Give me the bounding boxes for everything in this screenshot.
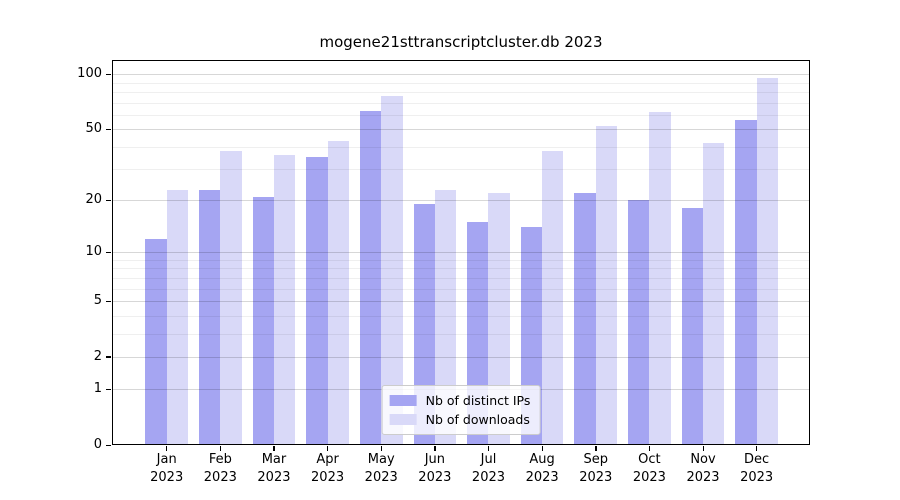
y-tick-mark bbox=[106, 73, 111, 75]
x-tick-label: Jun 2023 bbox=[418, 452, 452, 485]
legend-label-distinct-ips: Nb of distinct IPs bbox=[425, 393, 531, 408]
x-tick-label: Aug 2023 bbox=[525, 452, 559, 485]
x-tick-mark bbox=[487, 446, 490, 451]
y-tick-mark bbox=[106, 199, 111, 202]
y-tick-mark bbox=[106, 356, 111, 358]
x-tick-label: Sep 2023 bbox=[579, 452, 613, 485]
x-tick-label: Jul 2023 bbox=[471, 452, 506, 485]
bar-downloads-jun bbox=[434, 189, 457, 445]
y-tick-mark bbox=[106, 128, 111, 130]
x-tick-label: May 2023 bbox=[364, 452, 398, 485]
y-tick-mark bbox=[106, 388, 111, 391]
gridline-major bbox=[112, 252, 810, 254]
bar-distinct-ips-sep bbox=[574, 193, 596, 445]
bar-downloads-sep bbox=[595, 126, 618, 445]
x-tick-mark bbox=[166, 446, 168, 451]
y-tick-label: 20 bbox=[85, 192, 102, 208]
legend-label-downloads: Nb of downloads bbox=[425, 412, 530, 427]
gridline-minor bbox=[112, 102, 810, 104]
gridline-minor bbox=[112, 260, 810, 261]
legend-row-distinct-ips: Nb of distinct IPs bbox=[389, 391, 531, 410]
legend: Nb of distinct IPs Nb of downloads bbox=[381, 385, 541, 435]
bar-distinct-ips-apr bbox=[306, 157, 328, 445]
bar-downloads-jan bbox=[166, 189, 188, 445]
gridline-minor bbox=[112, 315, 810, 317]
x-tick-mark bbox=[595, 446, 597, 451]
bar-distinct-ips-jun bbox=[413, 204, 435, 445]
x-tick-label: Jan 2023 bbox=[150, 452, 184, 485]
gridline-minor bbox=[112, 288, 810, 290]
x-tick-label: Oct 2023 bbox=[632, 452, 666, 485]
gridline-minor bbox=[112, 333, 810, 335]
bar-distinct-ips-nov bbox=[681, 208, 703, 445]
legend-row-downloads: Nb of downloads bbox=[389, 410, 531, 429]
gridline-minor bbox=[112, 82, 810, 84]
legend-swatch-downloads bbox=[389, 414, 417, 425]
y-tick-label: 1 bbox=[93, 381, 102, 397]
x-tick-mark bbox=[380, 446, 383, 451]
y-tick-mark bbox=[106, 300, 111, 302]
bar-distinct-ips-jan bbox=[145, 238, 167, 445]
bar-downloads-apr bbox=[327, 140, 349, 445]
bar-downloads-oct bbox=[649, 112, 671, 445]
x-tick-mark bbox=[702, 446, 704, 451]
x-tick-label: Dec 2023 bbox=[740, 452, 774, 485]
gridline-minor bbox=[112, 169, 810, 171]
bar-downloads-feb bbox=[220, 150, 242, 445]
x-tick-mark bbox=[273, 446, 275, 451]
bar-downloads-mar bbox=[273, 154, 296, 445]
gridline-minor bbox=[112, 91, 810, 93]
y-tick-label: 5 bbox=[93, 293, 102, 309]
gridline-minor bbox=[112, 277, 810, 279]
y-tick-mark bbox=[106, 251, 111, 254]
legend-swatch-distinct-ips bbox=[389, 395, 417, 406]
x-tick-mark bbox=[756, 446, 758, 451]
bar-downloads-may bbox=[381, 96, 403, 445]
gridline-major bbox=[112, 129, 810, 131]
y-tick-mark bbox=[106, 444, 111, 446]
y-tick-label: 100 bbox=[77, 66, 102, 82]
y-tick-label: 0 bbox=[93, 437, 102, 452]
gridline-major bbox=[112, 356, 810, 358]
x-tick-mark bbox=[327, 446, 329, 451]
y-tick-label: 50 bbox=[85, 121, 102, 137]
plot-area: 0 1 2 5 10 20 50 100 Jan 2023 Feb 2023 Mar 2023 Apr 202… bbox=[77, 60, 810, 485]
chart-title: mogene21sttranscriptcluster.db 2023 bbox=[319, 33, 603, 51]
bar-downloads-nov bbox=[703, 142, 725, 445]
x-tick-label: Nov 2023 bbox=[686, 452, 720, 485]
bar-distinct-ips-dec bbox=[735, 120, 757, 445]
x-tick-mark bbox=[648, 446, 651, 451]
x-tick-mark bbox=[434, 446, 436, 451]
bar-distinct-ips-may bbox=[359, 110, 382, 445]
gridline-major bbox=[112, 200, 810, 202]
x-tick-mark bbox=[541, 446, 543, 451]
gridline-minor bbox=[112, 114, 810, 116]
bar-distinct-ips-feb bbox=[199, 189, 221, 445]
x-tick-mark bbox=[219, 446, 222, 451]
x-tick-label: Feb 2023 bbox=[203, 452, 237, 485]
y-tick-label: 10 bbox=[85, 244, 102, 260]
bar-distinct-ips-oct bbox=[628, 200, 650, 445]
x-tick-label: Apr 2023 bbox=[311, 452, 345, 485]
gridline-major bbox=[112, 301, 810, 303]
bar-downloads-aug bbox=[542, 150, 564, 445]
gridline-minor bbox=[112, 268, 810, 270]
bar-downloads-jul bbox=[488, 193, 510, 445]
y-tick-label: 2 bbox=[93, 348, 102, 364]
bar-downloads-dec bbox=[756, 78, 778, 445]
bar-distinct-ips-mar bbox=[252, 196, 274, 445]
gridline-major bbox=[112, 74, 810, 76]
x-tick-label: Mar 2023 bbox=[257, 452, 291, 485]
gridline-minor bbox=[112, 146, 810, 148]
